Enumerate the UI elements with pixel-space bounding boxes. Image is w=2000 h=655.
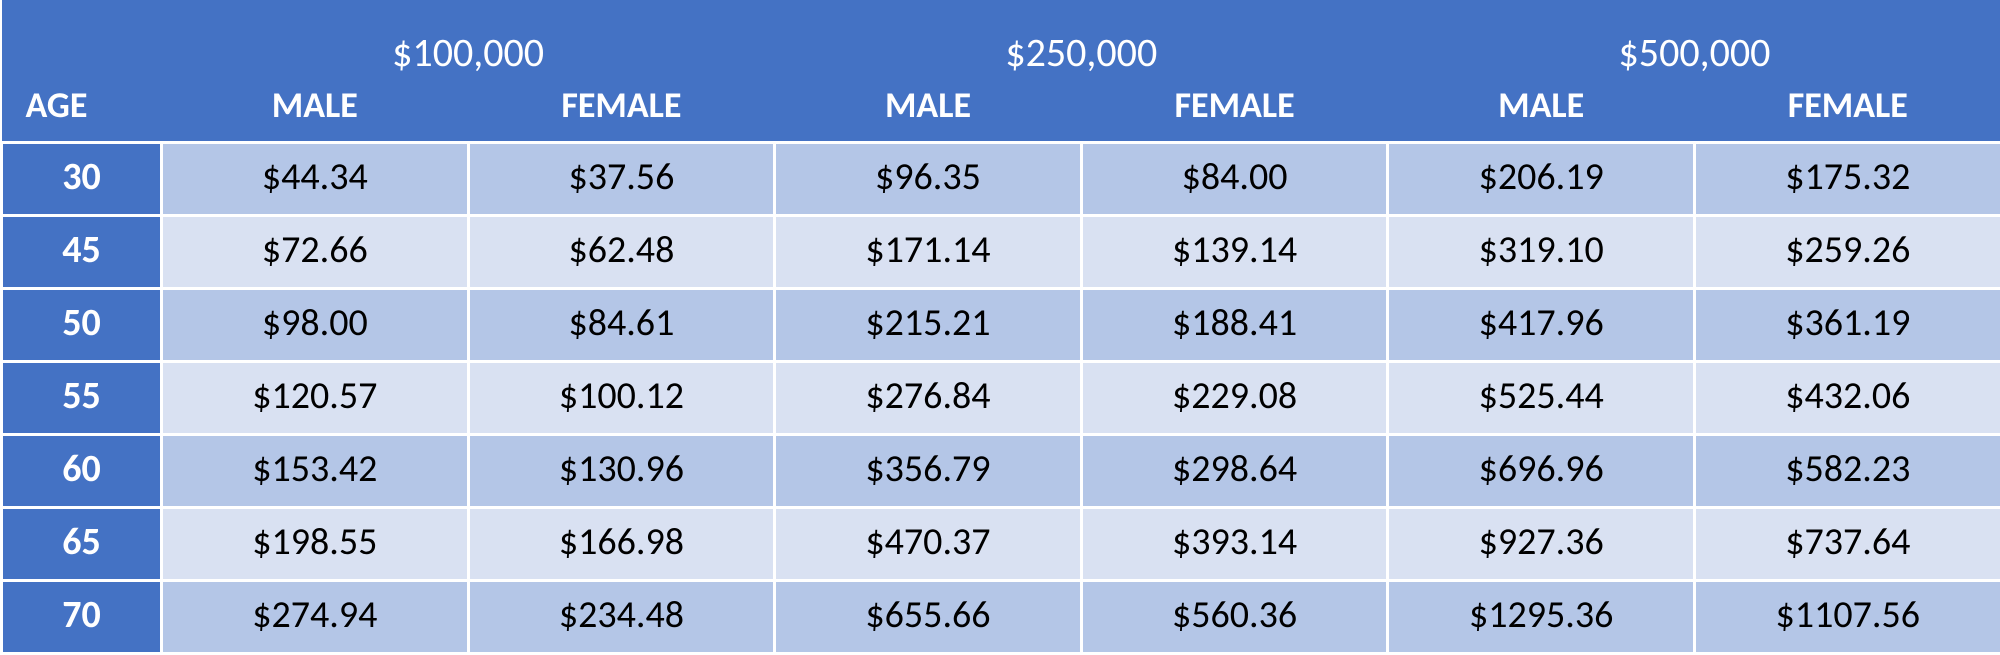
gender-header: FEMALE [468, 83, 775, 143]
price-cell: $927.36 [1388, 508, 1695, 581]
price-cell: $361.19 [1694, 289, 2000, 362]
price-cell: $393.14 [1081, 508, 1388, 581]
table-row: 65 $198.55 $166.98 $470.37 $393.14 $927.… [2, 508, 2000, 581]
price-cell: $356.79 [775, 435, 1082, 508]
age-cell: 55 [2, 362, 162, 435]
price-cell: $98.00 [162, 289, 469, 362]
table-row: 60 $153.42 $130.96 $356.79 $298.64 $696.… [2, 435, 2000, 508]
price-cell: $198.55 [162, 508, 469, 581]
gender-header: FEMALE [1694, 83, 2000, 143]
price-cell: $188.41 [1081, 289, 1388, 362]
price-cell: $166.98 [468, 508, 775, 581]
price-cell: $696.96 [1388, 435, 1695, 508]
price-cell: $84.00 [1081, 143, 1388, 216]
gender-header: MALE [775, 83, 1082, 143]
price-cell: $432.06 [1694, 362, 2000, 435]
price-cell: $1107.56 [1694, 581, 2000, 654]
table-row: 70 $274.94 $234.48 $655.66 $560.36 $1295… [2, 581, 2000, 654]
amount-header-row: $100,000 $250,000 $500,000 [2, 0, 2000, 83]
gender-header: FEMALE [1081, 83, 1388, 143]
age-header: AGE [2, 83, 162, 143]
price-cell: $171.14 [775, 216, 1082, 289]
price-cell: $234.48 [468, 581, 775, 654]
table-header: $100,000 $250,000 $500,000 AGE MALE FEMA… [2, 0, 2000, 143]
table-row: 50 $98.00 $84.61 $215.21 $188.41 $417.96… [2, 289, 2000, 362]
price-cell: $153.42 [162, 435, 469, 508]
price-cell: $276.84 [775, 362, 1082, 435]
price-cell: $206.19 [1388, 143, 1695, 216]
price-cell: $229.08 [1081, 362, 1388, 435]
table-row: 45 $72.66 $62.48 $171.14 $139.14 $319.10… [2, 216, 2000, 289]
price-cell: $737.64 [1694, 508, 2000, 581]
price-cell: $274.94 [162, 581, 469, 654]
price-cell: $130.96 [468, 435, 775, 508]
gender-header-row: AGE MALE FEMALE MALE FEMALE MALE FEMALE [2, 83, 2000, 143]
price-cell: $139.14 [1081, 216, 1388, 289]
gender-header: MALE [162, 83, 469, 143]
amount-header: $100,000 [162, 0, 775, 83]
price-cell: $417.96 [1388, 289, 1695, 362]
price-cell: $100.12 [468, 362, 775, 435]
price-cell: $560.36 [1081, 581, 1388, 654]
price-cell: $37.56 [468, 143, 775, 216]
table-row: 30 $44.34 $37.56 $96.35 $84.00 $206.19 $… [2, 143, 2000, 216]
age-cell: 45 [2, 216, 162, 289]
header-blank [2, 0, 162, 83]
price-cell: $120.57 [162, 362, 469, 435]
price-cell: $62.48 [468, 216, 775, 289]
price-cell: $96.35 [775, 143, 1082, 216]
age-cell: 70 [2, 581, 162, 654]
age-cell: 65 [2, 508, 162, 581]
amount-header: $250,000 [775, 0, 1388, 83]
price-cell: $655.66 [775, 581, 1082, 654]
price-cell: $525.44 [1388, 362, 1695, 435]
price-cell: $319.10 [1388, 216, 1695, 289]
age-cell: 60 [2, 435, 162, 508]
price-cell: $215.21 [775, 289, 1082, 362]
table-body: 30 $44.34 $37.56 $96.35 $84.00 $206.19 $… [2, 143, 2000, 654]
pricing-table-wrap: $100,000 $250,000 $500,000 AGE MALE FEMA… [0, 0, 2000, 655]
price-cell: $84.61 [468, 289, 775, 362]
price-cell: $72.66 [162, 216, 469, 289]
gender-header: MALE [1388, 83, 1695, 143]
price-cell: $259.26 [1694, 216, 2000, 289]
age-cell: 30 [2, 143, 162, 216]
price-cell: $175.32 [1694, 143, 2000, 216]
age-cell: 50 [2, 289, 162, 362]
amount-header: $500,000 [1388, 0, 2000, 83]
price-cell: $582.23 [1694, 435, 2000, 508]
price-cell: $470.37 [775, 508, 1082, 581]
price-cell: $44.34 [162, 143, 469, 216]
price-cell: $298.64 [1081, 435, 1388, 508]
pricing-table: $100,000 $250,000 $500,000 AGE MALE FEMA… [0, 0, 2000, 655]
price-cell: $1295.36 [1388, 581, 1695, 654]
table-row: 55 $120.57 $100.12 $276.84 $229.08 $525.… [2, 362, 2000, 435]
